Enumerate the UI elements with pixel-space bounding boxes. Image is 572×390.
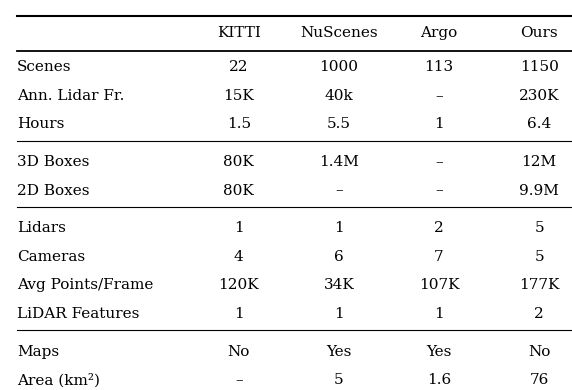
Text: No: No [228, 345, 250, 358]
Text: 1150: 1150 [520, 60, 558, 74]
Text: –: – [435, 89, 443, 103]
Text: 80K: 80K [224, 184, 254, 197]
Text: Ours: Ours [521, 26, 558, 40]
Text: 22: 22 [229, 60, 249, 74]
Text: 7: 7 [434, 250, 444, 264]
Text: 1: 1 [234, 222, 244, 235]
Text: 15K: 15K [224, 89, 254, 103]
Text: KITTI: KITTI [217, 26, 261, 40]
Text: Yes: Yes [326, 345, 352, 358]
Text: 1.5: 1.5 [227, 117, 251, 131]
Text: –: – [335, 184, 343, 197]
Text: –: – [235, 373, 243, 387]
Text: 40k: 40k [324, 89, 353, 103]
Text: 5: 5 [334, 373, 344, 387]
Text: 1.6: 1.6 [427, 373, 451, 387]
Text: 5: 5 [534, 222, 544, 235]
Text: No: No [528, 345, 550, 358]
Text: Avg Points/Frame: Avg Points/Frame [17, 278, 153, 292]
Text: 1: 1 [334, 307, 344, 321]
Text: –: – [435, 184, 443, 197]
Text: 1.4M: 1.4M [319, 155, 359, 169]
Text: 5.5: 5.5 [327, 117, 351, 131]
Text: 76: 76 [530, 373, 549, 387]
Text: Yes: Yes [426, 345, 452, 358]
Text: Ann. Lidar Fr.: Ann. Lidar Fr. [17, 89, 125, 103]
Text: 120K: 120K [219, 278, 259, 292]
Text: 1: 1 [334, 222, 344, 235]
Text: 230K: 230K [519, 89, 559, 103]
Text: 6: 6 [334, 250, 344, 264]
Text: –: – [435, 155, 443, 169]
Text: 1000: 1000 [319, 60, 359, 74]
Text: LiDAR Features: LiDAR Features [17, 307, 140, 321]
Text: 2: 2 [434, 222, 444, 235]
Text: 3D Boxes: 3D Boxes [17, 155, 90, 169]
Text: 2: 2 [534, 307, 544, 321]
Text: Cameras: Cameras [17, 250, 85, 264]
Text: NuScenes: NuScenes [300, 26, 378, 40]
Text: Area (km²): Area (km²) [17, 373, 100, 387]
Text: 4: 4 [234, 250, 244, 264]
Text: 2D Boxes: 2D Boxes [17, 184, 90, 197]
Text: 5: 5 [534, 250, 544, 264]
Text: 6.4: 6.4 [527, 117, 551, 131]
Text: 1: 1 [234, 307, 244, 321]
Text: 113: 113 [424, 60, 454, 74]
Text: 107K: 107K [419, 278, 459, 292]
Text: Lidars: Lidars [17, 222, 66, 235]
Text: 12M: 12M [522, 155, 557, 169]
Text: Maps: Maps [17, 345, 59, 358]
Text: 1: 1 [434, 117, 444, 131]
Text: 9.9M: 9.9M [519, 184, 559, 197]
Text: 1: 1 [434, 307, 444, 321]
Text: 34K: 34K [324, 278, 354, 292]
Text: Argo: Argo [420, 26, 458, 40]
Text: 177K: 177K [519, 278, 559, 292]
Text: Hours: Hours [17, 117, 65, 131]
Text: Scenes: Scenes [17, 60, 72, 74]
Text: 80K: 80K [224, 155, 254, 169]
